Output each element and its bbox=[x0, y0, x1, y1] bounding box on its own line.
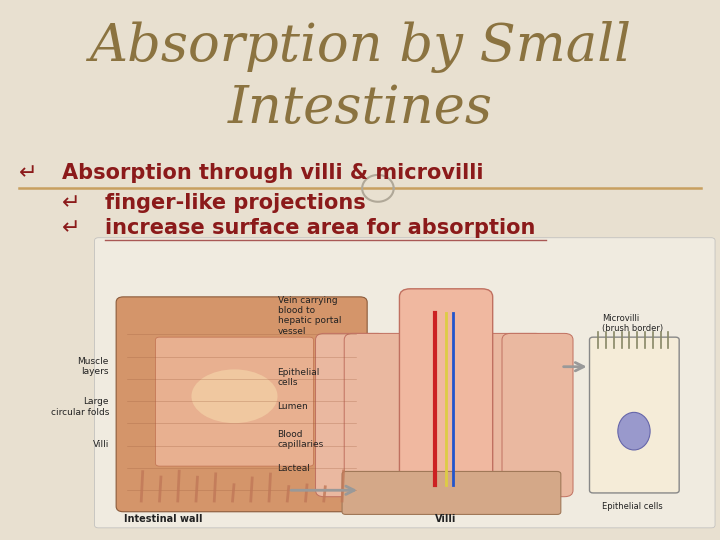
Text: Epithelial cells: Epithelial cells bbox=[603, 502, 663, 511]
Text: ↵: ↵ bbox=[63, 218, 81, 238]
FancyBboxPatch shape bbox=[344, 333, 415, 497]
Text: Lacteal: Lacteal bbox=[277, 464, 310, 473]
FancyBboxPatch shape bbox=[94, 238, 715, 528]
Text: Muscle
layers: Muscle layers bbox=[78, 357, 109, 376]
FancyBboxPatch shape bbox=[315, 333, 387, 497]
Text: Intestinal wall: Intestinal wall bbox=[124, 514, 202, 524]
Text: ↵: ↵ bbox=[19, 163, 38, 183]
FancyArrowPatch shape bbox=[291, 486, 354, 495]
Text: Vein carrying
blood to
hepatic portal
vessel: Vein carrying blood to hepatic portal ve… bbox=[277, 295, 341, 336]
FancyBboxPatch shape bbox=[116, 297, 367, 512]
FancyBboxPatch shape bbox=[473, 333, 544, 497]
Text: finger-like projections: finger-like projections bbox=[105, 193, 366, 213]
Text: Absorption through villi & microvilli: Absorption through villi & microvilli bbox=[63, 163, 484, 183]
Text: Microvilli
(brush border): Microvilli (brush border) bbox=[603, 314, 664, 333]
Text: Large
circular folds: Large circular folds bbox=[50, 397, 109, 417]
FancyBboxPatch shape bbox=[156, 337, 313, 466]
Text: ↵: ↵ bbox=[63, 193, 81, 213]
Text: Blood
capillaries: Blood capillaries bbox=[277, 429, 324, 449]
FancyArrowPatch shape bbox=[564, 362, 584, 371]
Text: Intestines: Intestines bbox=[228, 83, 492, 134]
FancyBboxPatch shape bbox=[342, 471, 561, 515]
Ellipse shape bbox=[192, 369, 277, 423]
FancyBboxPatch shape bbox=[400, 289, 492, 498]
Text: Absorption by Small: Absorption by Small bbox=[89, 21, 631, 73]
Text: Epithelial
cells: Epithelial cells bbox=[277, 368, 320, 387]
Text: Villi: Villi bbox=[436, 514, 456, 524]
Text: increase surface area for absorption: increase surface area for absorption bbox=[105, 218, 536, 238]
Text: Villi: Villi bbox=[93, 440, 109, 449]
FancyBboxPatch shape bbox=[590, 337, 679, 493]
FancyBboxPatch shape bbox=[502, 333, 573, 497]
Text: Lumen: Lumen bbox=[277, 402, 308, 411]
Ellipse shape bbox=[618, 413, 650, 450]
